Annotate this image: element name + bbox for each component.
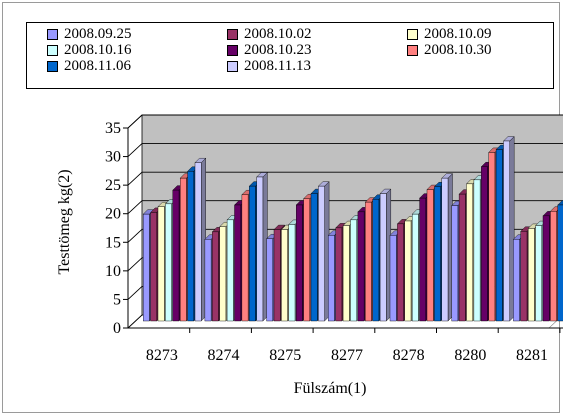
bar (350, 219, 357, 322)
bar (458, 193, 466, 322)
bar (273, 229, 281, 322)
bar (212, 231, 219, 322)
bar (288, 224, 296, 322)
legend-swatch (227, 28, 238, 40)
y-tick-label: 35 (105, 120, 121, 137)
x-tick-label: 8274 (208, 347, 240, 364)
legend-item: 2008.10.30 (407, 42, 492, 58)
bar (204, 239, 212, 322)
legend-swatch (47, 44, 58, 56)
legend-label: 2008.10.09 (424, 25, 492, 42)
legend-item: 2008.09.25 (47, 26, 132, 42)
x-tick-label: 8277 (331, 347, 363, 364)
bar (328, 235, 335, 322)
x-tick-label: 8280 (454, 347, 486, 364)
x-axis-label: Fülszám(1) (294, 380, 367, 397)
bar (241, 194, 249, 322)
bar (150, 212, 158, 322)
bar (296, 204, 303, 322)
bar (318, 185, 325, 322)
bar (194, 162, 202, 322)
x-tick-label: 8281 (516, 347, 548, 364)
bar (473, 179, 481, 322)
bar (557, 204, 563, 322)
bar (281, 229, 288, 322)
legend-label: 2008.10.23 (244, 41, 312, 58)
y-tick-label: 10 (105, 263, 121, 280)
x-tick-label: 8273 (146, 347, 178, 364)
y-axis-label: Testtömeg kg(2) (56, 169, 73, 274)
bar (142, 213, 150, 322)
bar (528, 228, 535, 322)
legend-label: 2008.10.02 (244, 25, 312, 42)
bar (441, 177, 449, 322)
bar (342, 225, 350, 322)
bar (481, 166, 488, 322)
bar (451, 205, 459, 322)
legend-swatch (407, 44, 418, 56)
bar (550, 211, 557, 322)
legend-item: 2008.10.09 (407, 26, 492, 42)
chart-legend: 2008.09.25 2008.10.02 2008.10.09 2008.10.16… (26, 22, 554, 89)
bar (412, 213, 419, 322)
bar (389, 235, 397, 322)
bar (397, 223, 404, 322)
legend-swatch (227, 44, 238, 56)
wall-edge (127, 114, 143, 129)
legend-label: 2008.10.30 (424, 41, 492, 58)
legend-label: 2008.11.06 (64, 57, 131, 74)
bar (513, 239, 520, 322)
legend-item: 2008.10.23 (227, 42, 312, 58)
legend-swatch (47, 60, 58, 72)
y-tick-label: 25 (105, 177, 121, 194)
bar (179, 177, 187, 322)
legend-swatch (407, 28, 418, 40)
legend-item: 2008.11.06 (47, 58, 131, 74)
bar (542, 215, 550, 322)
bar (249, 185, 256, 322)
bar (419, 197, 427, 322)
bar (372, 199, 380, 322)
legend-label: 2008.11.13 (244, 57, 311, 74)
bar (165, 203, 172, 322)
bar (266, 238, 274, 322)
legend-item: 2008.10.02 (227, 26, 312, 42)
y-tick-label: 0 (113, 320, 121, 337)
legend-item: 2008.10.16 (47, 42, 132, 58)
bar (495, 149, 503, 322)
bar (234, 204, 241, 322)
bar (219, 226, 227, 322)
bar (187, 171, 195, 322)
bar (310, 193, 318, 322)
bar (426, 189, 434, 322)
bar (434, 186, 441, 322)
x-tick-label: 8278 (393, 347, 425, 364)
bar (157, 206, 165, 322)
bar (335, 227, 343, 322)
bar (488, 152, 496, 322)
bar (379, 193, 387, 322)
bar (256, 176, 264, 322)
y-tick-label: 30 (105, 149, 121, 166)
bar (503, 140, 510, 322)
legend-item: 2008.11.13 (227, 58, 311, 74)
y-tick-label: 15 (105, 234, 121, 251)
bar (303, 198, 311, 322)
bar (172, 189, 180, 322)
bar (226, 219, 234, 322)
x-tick-label: 8275 (269, 347, 301, 364)
bar (535, 225, 542, 322)
y-tick-label: 20 (105, 206, 121, 223)
bar (365, 201, 372, 322)
legend-label: 2008.09.25 (64, 25, 132, 42)
bar (520, 231, 528, 322)
bar (357, 211, 365, 322)
bar (466, 183, 473, 322)
y-tick-label: 5 (113, 291, 121, 308)
legend-swatch (227, 60, 238, 72)
legend-swatch (47, 28, 58, 40)
bar (404, 220, 412, 322)
legend-label: 2008.10.16 (64, 41, 132, 58)
